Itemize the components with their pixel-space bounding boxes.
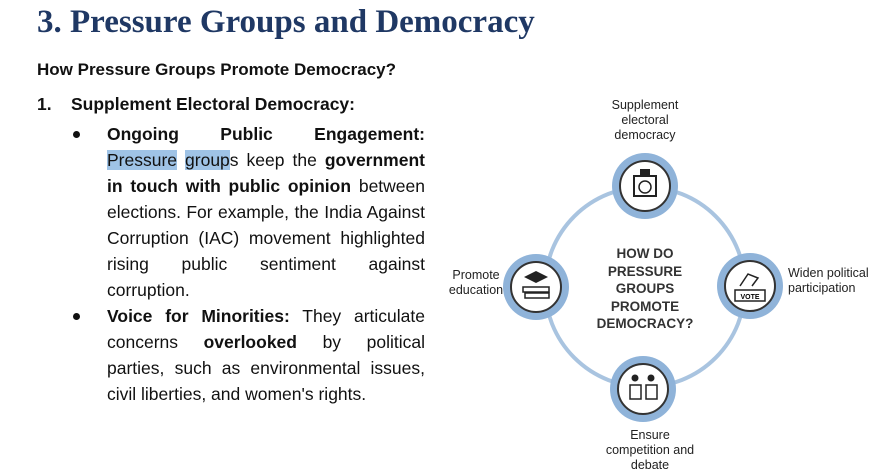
diagram-center: HOW DO PRESSURE GROUPS PROMOTE DEMOCRACY… [596,246,694,331]
bullet: Voice for Minorities: They articulate co… [73,303,426,407]
node-label: Supplement electoral democracy [611,98,679,142]
text: s keep the [229,150,325,170]
node-right: VOTE [717,253,783,319]
bullet-label: Voice for Minorities: [107,306,290,326]
node-left [503,254,569,320]
subheading: How Pressure Groups Promote Democracy? [37,60,397,79]
highlight: group [185,150,230,170]
text: between elections. For example, the Indi… [107,176,426,300]
node-top [612,153,678,219]
node-label: Ensure competition and debate [605,428,695,472]
svg-text:VOTE: VOTE [740,294,759,301]
highlight: Pressure [107,150,178,170]
heading: 3. Pressure Groups and Democracy [37,4,535,40]
item-number: 1. [37,94,52,114]
bullet-list: Ongoing Public Engagement: Pressure grou… [73,121,426,407]
node-label: Promote education [448,268,504,297]
text: They articulate concerns [107,306,425,352]
bold-text: government in touch with public opinion [107,150,425,196]
node-label: Widen political participation [788,266,869,295]
bullet: Ongoing Public Engagement: Pressure grou… [73,121,426,303]
list-item: 1. Supplement Electoral Democracy: [37,94,355,115]
text [177,150,185,170]
diagram-graphics: VOTE [503,153,783,422]
page: {"heading":"3. Pressure Groups and Democ… [37,4,869,472]
bullet-label: Ongoing Public Engagement: [107,124,425,144]
bold-text: overlooked [203,332,297,352]
text: by political parties, such as environmen… [107,332,426,404]
item-title: Supplement Electoral Democracy: [71,94,355,114]
node-bottom [610,356,676,422]
